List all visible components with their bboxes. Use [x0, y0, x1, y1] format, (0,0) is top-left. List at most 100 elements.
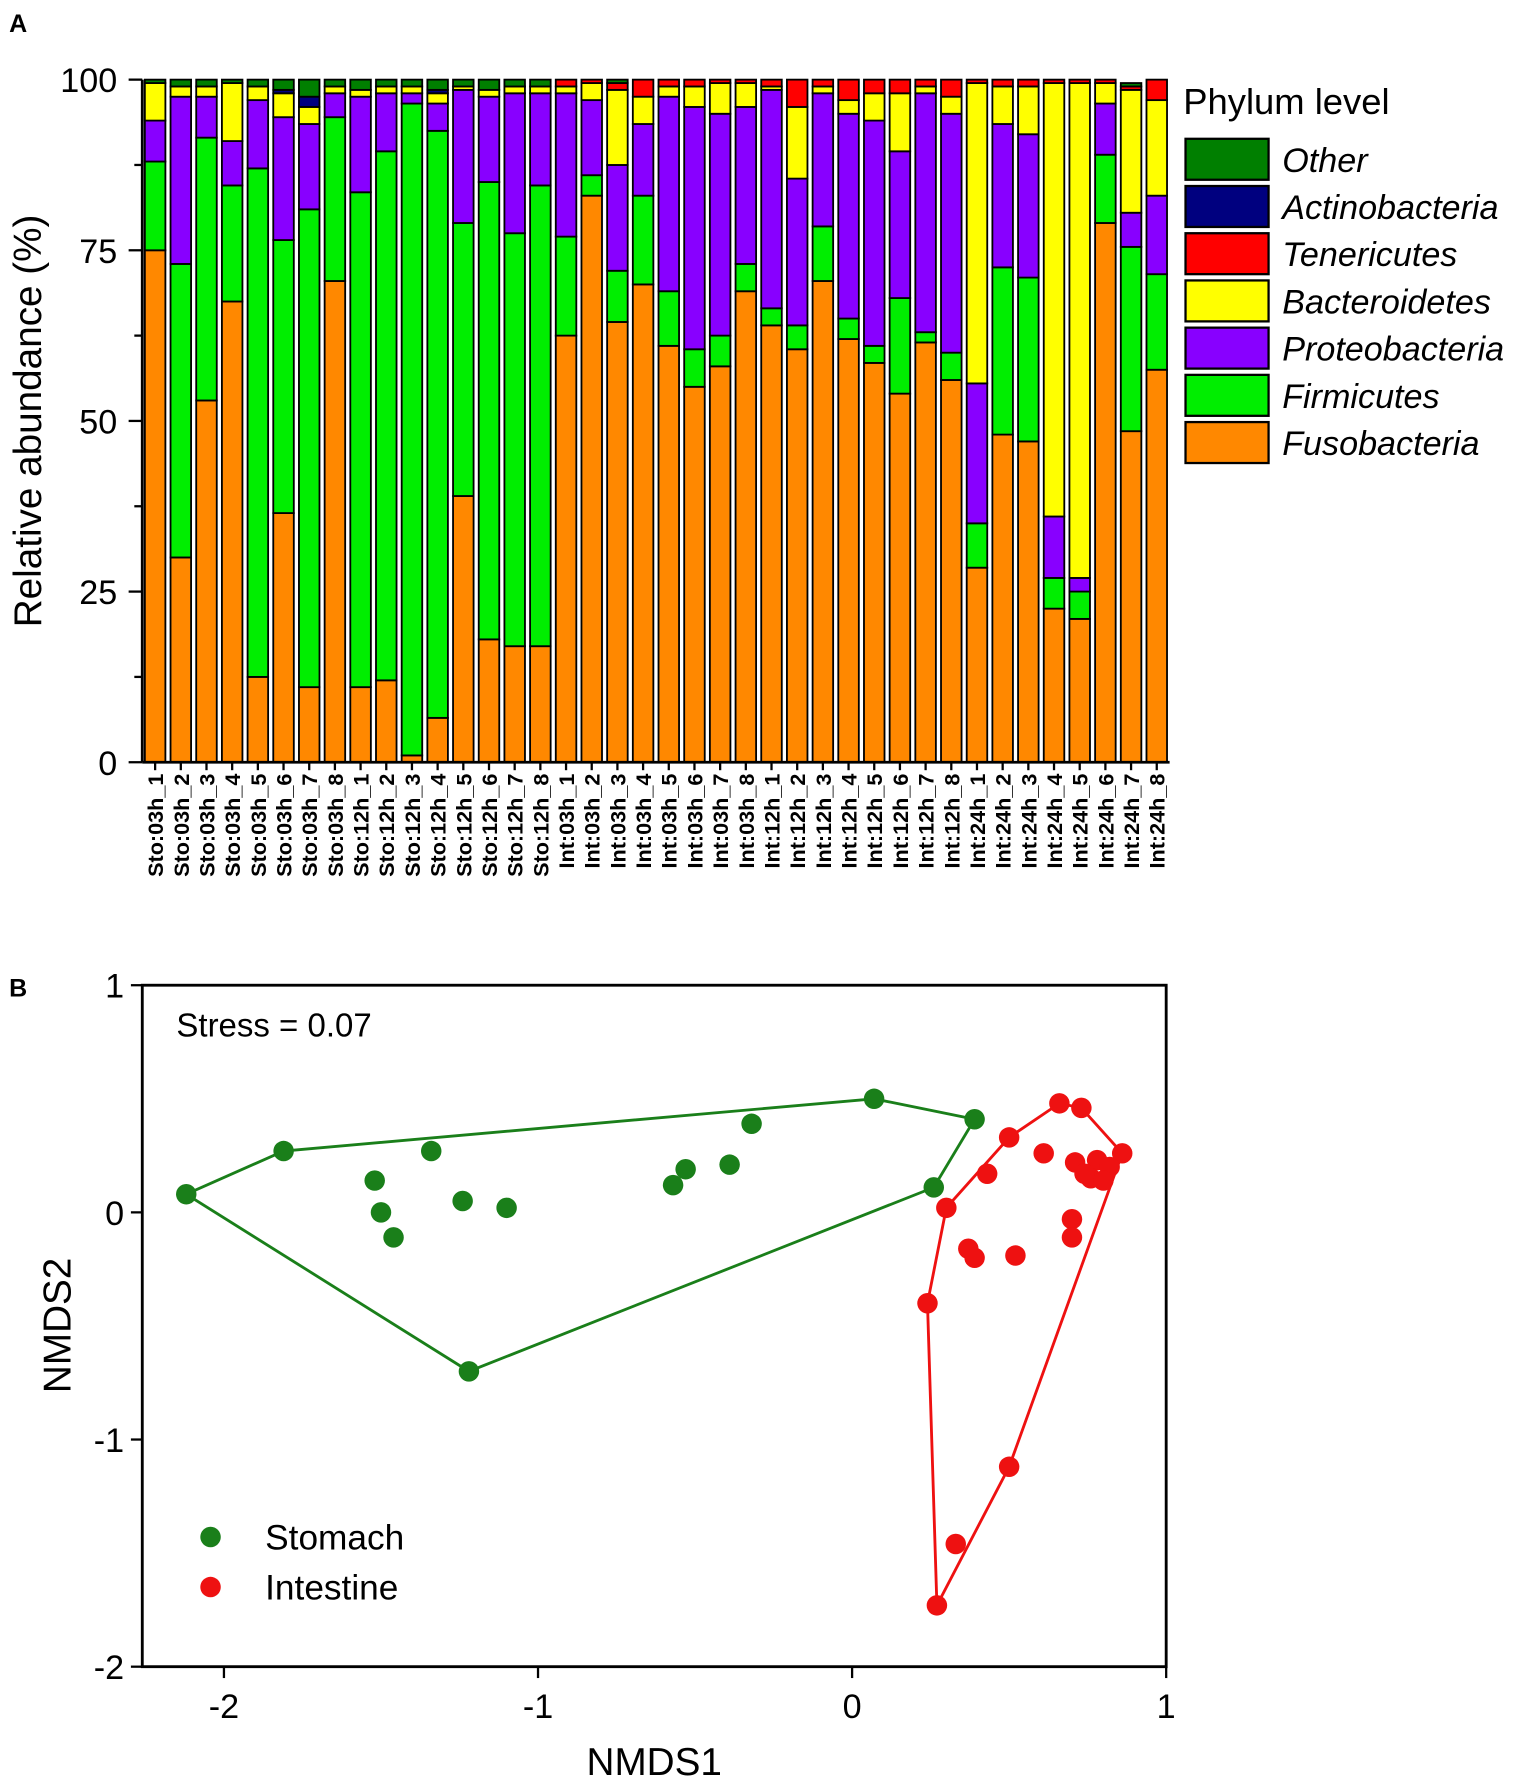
point-intestine: [1093, 1170, 1114, 1191]
bar-segment-tenericutes: [606, 82, 629, 91]
point-intestine: [945, 1533, 966, 1555]
bar-segment-tenericutes: [1094, 78, 1117, 84]
point-intestine: [998, 1456, 1020, 1478]
bar-segment-tenericutes: [1017, 78, 1040, 88]
bar-segment-bacteroidetes: [863, 92, 886, 122]
point-intestine: [964, 1247, 985, 1269]
x-tick-label: Sto:03h_4: [220, 774, 245, 877]
point-intestine: [936, 1197, 957, 1219]
bar-segment-firmicutes: [965, 522, 989, 569]
x-tick-label: Sto:03h_8: [323, 774, 348, 877]
point-stomach: [496, 1197, 517, 1219]
bar-segment-other: [1119, 82, 1143, 88]
x-tick-label: Int:03h_3: [605, 774, 630, 869]
legend-label-intestine: Intestine: [265, 1569, 398, 1608]
point-intestine: [1061, 1227, 1083, 1248]
legend-marker-intestine: [200, 1576, 221, 1598]
bar-segment-fusobacteria: [452, 495, 475, 764]
point-intestine: [1033, 1143, 1054, 1164]
bar-segment-fusobacteria: [940, 379, 963, 764]
nmds-scatter: -2 -1 0 1 -2 -1 0 1: [94, 968, 1176, 1726]
bar-segment-proteobacteria: [863, 119, 886, 347]
bar-segment-proteobacteria: [940, 112, 963, 354]
bar-segment-proteobacteria: [246, 99, 270, 170]
bar-segment-fusobacteria: [657, 344, 680, 764]
bar-segment-firmicutes: [914, 331, 937, 344]
bar-segment-firmicutes: [323, 116, 347, 282]
legend-label-stomach: Stomach: [265, 1519, 404, 1558]
bar-segment-fusobacteria: [708, 365, 732, 764]
x-tick-label: Sto:12h_5: [451, 774, 476, 877]
bar-segment-proteobacteria: [400, 92, 424, 105]
x-tick-label: Int:03h_8: [734, 774, 759, 869]
bar-segment-proteobacteria: [426, 102, 449, 132]
bar-segment-firmicutes: [143, 160, 167, 252]
hull-stomach: [183, 1097, 977, 1373]
point-stomach: [176, 1183, 197, 1205]
bar-segment-proteobacteria: [1145, 194, 1168, 276]
x-tick-label: Sto:03h_6: [272, 774, 297, 877]
bar-segment-proteobacteria: [1068, 577, 1091, 593]
x-tick-label: Int:24h_2: [991, 774, 1016, 869]
bar-segment-bacteroidetes: [965, 82, 989, 385]
bar-segment-tenericutes: [1068, 78, 1091, 84]
point-stomach: [719, 1154, 740, 1175]
bar-chart: Sto:03h_1 Sto:03h_2 Sto:03h_3 Sto:03h_4 Sto:…: [60, 62, 1169, 877]
bar-segment-proteobacteria: [786, 177, 809, 327]
point-stomach: [863, 1088, 885, 1110]
bar-segment-proteobacteria: [195, 95, 218, 139]
x-tick-label: Sto:03h_5: [246, 774, 271, 877]
legend-label-bacteroidetes: Bacteroidetes: [1282, 283, 1491, 321]
bar-segment-fusobacteria: [760, 324, 783, 764]
x-tick-label: Int:03h_4: [631, 774, 656, 869]
bar-segment-fusobacteria: [246, 676, 270, 764]
bar-segment-proteobacteria: [606, 164, 629, 272]
bar-segment-tenericutes: [837, 78, 860, 102]
bar-segment-tenericutes: [760, 78, 783, 88]
bar-segment-bacteroidetes: [195, 85, 218, 98]
y-tick-label: 1: [105, 968, 124, 1006]
x-tick-label: Sto:03h_2: [169, 774, 194, 877]
scatter-x-axis-label: NMDS1: [587, 1741, 722, 1784]
bar-segment-bacteroidetes: [298, 106, 321, 125]
bar-segment-proteobacteria: [888, 150, 912, 299]
bar-segment-firmicutes: [863, 344, 886, 364]
panel-label-b: B: [9, 975, 27, 1003]
legend-label-tenericutes: Tenericutes: [1282, 236, 1457, 274]
bar-segment-fusobacteria: [426, 716, 449, 764]
x-tick-label: Sto:03h_3: [194, 774, 219, 877]
bar-segment-proteobacteria: [683, 106, 706, 351]
bar-segment-fusobacteria: [863, 362, 886, 764]
bar-segment-proteobacteria: [323, 92, 347, 119]
bar-segment-fusobacteria: [965, 566, 989, 764]
x-tick-label: Int:12h_4: [837, 774, 862, 869]
legend-title: Phylum level: [1183, 81, 1389, 122]
bar-segment-tenericutes: [991, 78, 1014, 88]
bar-segment-firmicutes: [1068, 590, 1091, 620]
bar-segment-firmicutes: [760, 307, 783, 327]
bar-segment-tenericutes: [863, 78, 886, 95]
bar-segment-tenericutes: [965, 78, 989, 84]
legend-swatch-actinobacteria: [1184, 184, 1270, 229]
bar-segment-firmicutes: [503, 232, 526, 648]
x-tick-label: Int:24h_1: [965, 774, 990, 869]
bar-segment-firmicutes: [477, 181, 501, 641]
bar-segment-firmicutes: [1119, 245, 1143, 433]
x-tick-label: -1: [523, 1688, 553, 1726]
bar-segment-other: [529, 78, 552, 88]
bar-segment-other: [143, 78, 167, 84]
bar-segment-bacteroidetes: [708, 82, 732, 115]
legend-marker-stomach: [200, 1526, 221, 1548]
x-tick-label: 1: [1157, 1688, 1176, 1726]
x-tick-label: Sto:12h_3: [400, 774, 425, 877]
x-tick-label: Sto:12h_7: [503, 774, 528, 877]
bar-segment-fusobacteria: [375, 679, 398, 764]
y-tick-label: 75: [79, 233, 117, 271]
bar-segment-tenericutes: [708, 78, 732, 84]
point-intestine: [976, 1163, 998, 1184]
bar-segment-tenericutes: [734, 78, 758, 84]
bar-segment-other: [477, 78, 501, 91]
bar-segment-fusobacteria: [837, 338, 860, 764]
bar-segment-firmicutes: [1094, 153, 1117, 224]
